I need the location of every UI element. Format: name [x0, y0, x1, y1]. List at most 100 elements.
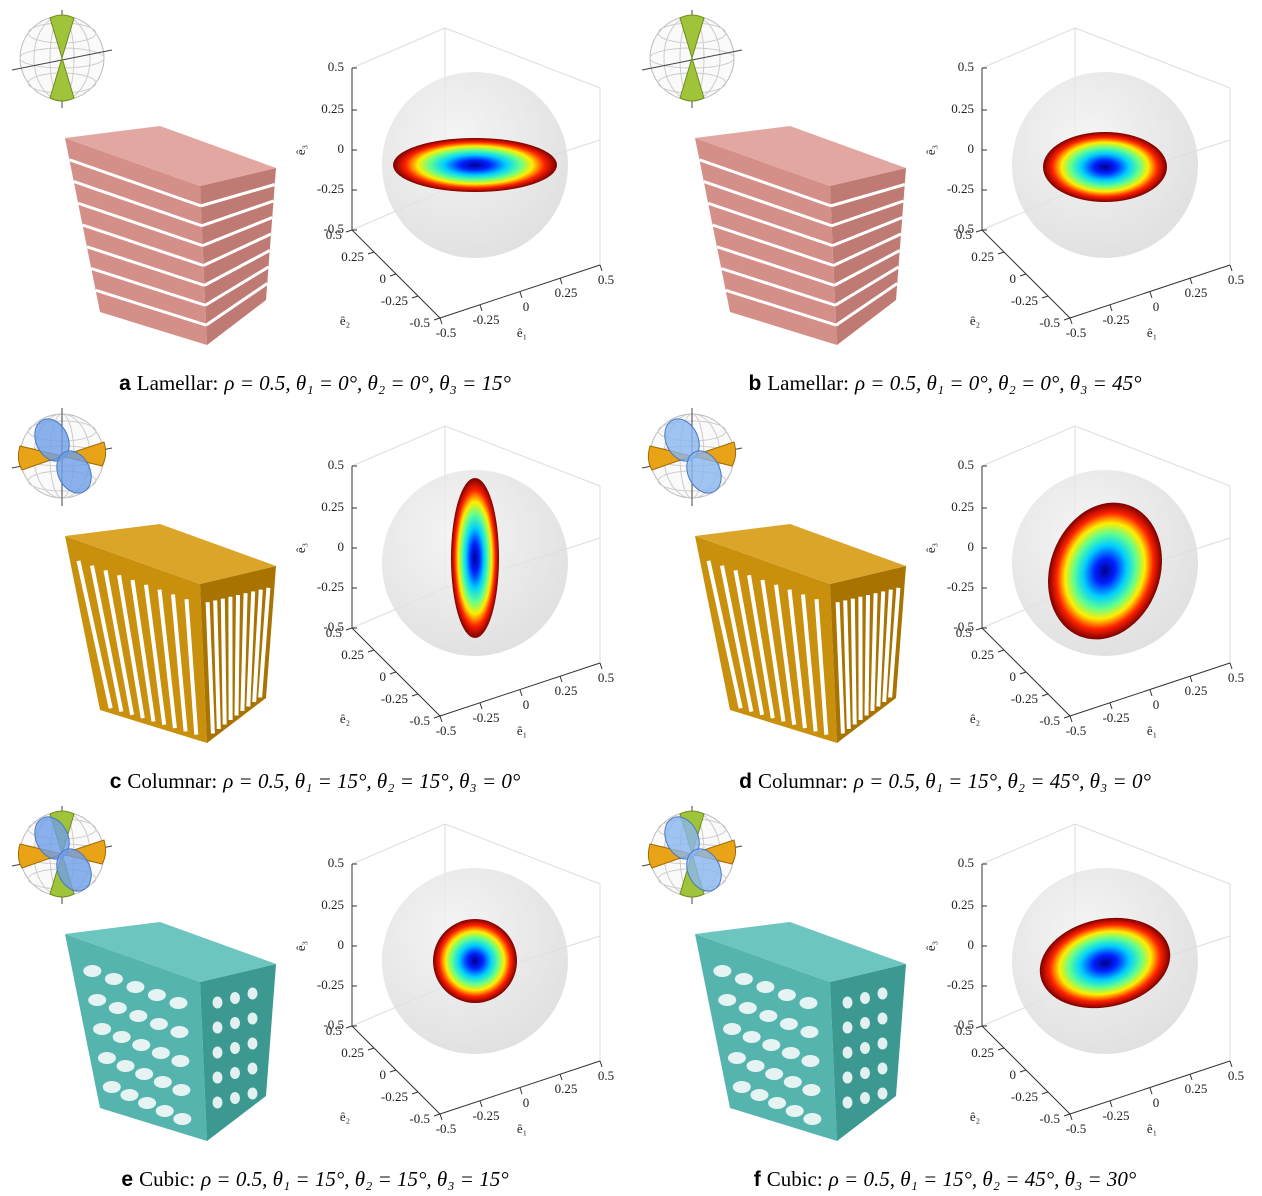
e3-tick-label: -0.5 — [953, 619, 974, 634]
column-gap — [252, 589, 263, 703]
box-edge — [1074, 823, 1231, 885]
tick-mark — [1069, 1113, 1073, 1121]
column-gap — [864, 594, 870, 716]
axes-3d: 0.50.250-0.25-0.50.50.250-0.25-0.5-0.5-0… — [923, 27, 1244, 340]
pore — [732, 1081, 751, 1093]
e2-tick-label: -0.5 — [1039, 713, 1060, 728]
e2-tick-label: 0.5 — [956, 625, 972, 640]
e3-tick-label: -0.5 — [323, 221, 344, 236]
cube-right — [200, 168, 276, 345]
pore — [768, 1097, 787, 1109]
pore — [779, 1018, 798, 1030]
tick-mark — [1149, 1087, 1153, 1095]
structure-name: Cubic: — [139, 1167, 195, 1191]
tick-mark — [599, 1060, 603, 1068]
pore — [155, 1105, 174, 1117]
orientation-icon — [641, 10, 743, 108]
microstructure — [695, 922, 906, 1141]
layer-gap — [830, 183, 906, 208]
pore — [723, 1023, 742, 1035]
e2-axis-label: ê₂ — [340, 711, 350, 726]
pore — [230, 992, 240, 1004]
panel: 0.50.250-0.25-0.50.50.250-0.25-0.5-0.5-0… — [641, 408, 1244, 793]
column-gap — [814, 599, 829, 735]
layer-gap — [831, 199, 904, 228]
e2-tick-label: 0 — [380, 669, 387, 684]
tick-mark — [367, 649, 375, 653]
column-gap — [787, 589, 807, 729]
parameters: ρ = 0.5, θ₁ = 0°, θ₂ = 0°, θ₃ = 15° — [223, 371, 511, 395]
e2-axis-label: ê₂ — [340, 1109, 350, 1124]
e3-tick-label: -0.25 — [317, 579, 344, 594]
orientation-distribution — [393, 138, 557, 192]
layer-gap — [82, 223, 204, 267]
panel-letter: d — [739, 770, 752, 793]
tick-mark — [345, 1025, 353, 1029]
pore — [877, 987, 888, 1000]
e1-tick-label: 0 — [523, 299, 530, 314]
pore — [230, 1017, 240, 1029]
column-gap — [733, 570, 765, 716]
e1-tick-label: 0 — [523, 1095, 530, 1110]
e3-axis-label: ê₃ — [923, 543, 938, 553]
box-edge — [981, 425, 1076, 467]
box-edge — [444, 425, 601, 487]
tick-mark — [433, 1113, 441, 1117]
orientation-icon — [11, 10, 113, 108]
e2-tick-label: 0.25 — [971, 1045, 994, 1060]
pore — [108, 1002, 127, 1014]
tick-mark — [997, 251, 1005, 255]
column-gap — [117, 574, 145, 719]
column-gap — [76, 560, 113, 709]
e2-tick-label: -0.25 — [381, 691, 408, 706]
pore — [781, 1047, 800, 1059]
box-edge — [439, 264, 601, 319]
e3-tick-label: -0.25 — [317, 181, 344, 196]
layer-gap — [202, 216, 273, 248]
tick-mark — [1109, 1100, 1113, 1108]
pore — [212, 1096, 223, 1109]
e2-tick-label: -0.25 — [381, 293, 408, 308]
parameters: ρ = 0.5, θ₁ = 15°, θ₂ = 15°, θ₃ = 0° — [222, 769, 521, 793]
panel-letter: c — [110, 770, 122, 793]
e3-tick-label: -0.25 — [947, 977, 974, 992]
column-gap — [850, 598, 857, 725]
orientation-icon — [641, 806, 743, 904]
icon-lobe — [686, 848, 722, 892]
e3-axis-label: ê₃ — [293, 941, 308, 951]
pore — [247, 987, 258, 1000]
pore — [153, 1076, 172, 1088]
e1-tick-label: -0.25 — [1102, 312, 1129, 327]
layer-gap — [712, 223, 834, 267]
column-gap — [843, 600, 851, 730]
e2-tick-label: 0.25 — [971, 249, 994, 264]
e3-tick-label: -0.5 — [953, 221, 974, 236]
e3-tick-label: -0.5 — [323, 1017, 344, 1032]
e2-tick-label: 0.25 — [341, 249, 364, 264]
e2-tick-label: 0 — [380, 1067, 387, 1082]
e1-tick-label: 0.25 — [1185, 1081, 1208, 1096]
layer-gap — [716, 245, 835, 287]
tick-mark — [1229, 1060, 1233, 1068]
icon-cone — [679, 14, 705, 60]
pore — [877, 1037, 888, 1050]
layer-gap — [834, 265, 900, 307]
e3-tick-label: 0.5 — [328, 855, 344, 870]
pore — [132, 1039, 151, 1051]
pore — [842, 1096, 853, 1109]
e3-tick-label: 0.25 — [951, 101, 974, 116]
pore — [212, 1046, 223, 1059]
orientation-icon — [11, 806, 113, 904]
cube-top — [695, 922, 906, 982]
tick-mark — [1229, 662, 1233, 670]
tick-mark — [411, 1091, 419, 1095]
tick-mark — [1149, 689, 1153, 697]
box-edge — [1069, 264, 1231, 319]
pore — [172, 1084, 191, 1096]
box-edge — [1069, 662, 1231, 717]
icon-cone — [49, 14, 75, 60]
e3-tick-label: 0 — [338, 937, 345, 952]
orientation-distribution — [1039, 917, 1171, 1009]
e1-tick-label: -0.25 — [472, 710, 499, 725]
tick-mark — [1229, 264, 1233, 272]
